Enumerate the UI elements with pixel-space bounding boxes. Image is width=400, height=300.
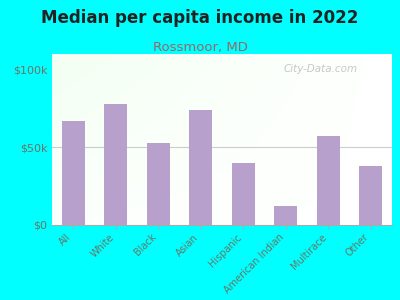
Text: Rossmoor, MD: Rossmoor, MD bbox=[152, 40, 248, 53]
Bar bbox=[189, 110, 212, 225]
Bar bbox=[62, 121, 85, 225]
Bar bbox=[274, 206, 298, 225]
Bar bbox=[146, 142, 170, 225]
Text: Median per capita income in 2022: Median per capita income in 2022 bbox=[41, 9, 359, 27]
Bar bbox=[232, 163, 255, 225]
Bar bbox=[104, 104, 128, 225]
Text: City-Data.com: City-Data.com bbox=[283, 64, 357, 74]
Bar bbox=[316, 136, 340, 225]
Bar bbox=[359, 166, 382, 225]
